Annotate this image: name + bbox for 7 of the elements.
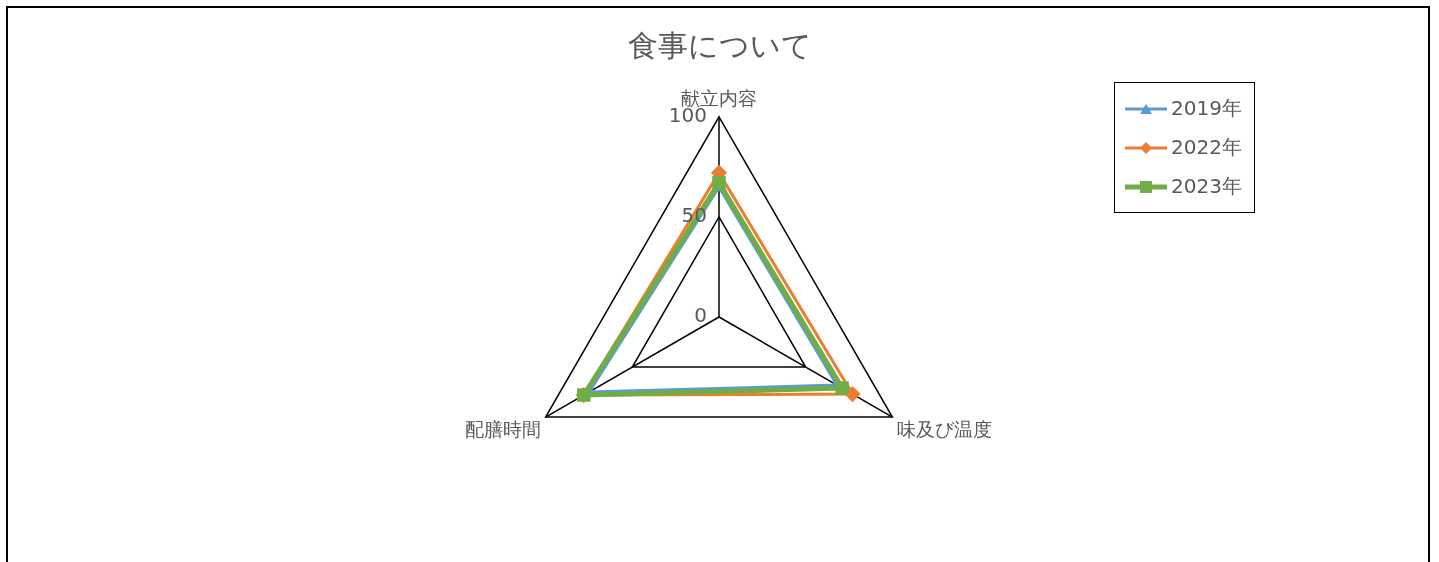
spoke-label: 味及び温度 <box>896 417 992 440</box>
chart-title: 食事について <box>627 27 812 63</box>
y-tick-label: 0 <box>694 303 707 328</box>
legend-label: 2023年 <box>1171 173 1242 200</box>
legend-label: 2022年 <box>1171 134 1242 161</box>
legend-label: 2019年 <box>1171 95 1242 122</box>
spoke-label: 配膳時間 <box>465 417 542 440</box>
